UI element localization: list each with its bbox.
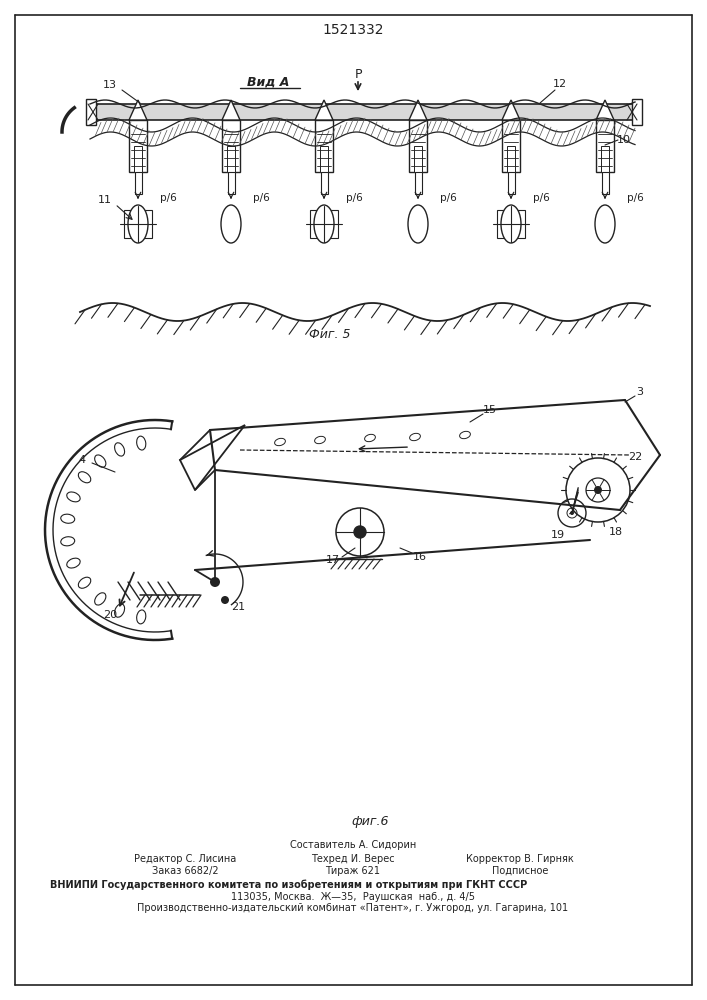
Bar <box>124 210 152 238</box>
Circle shape <box>570 511 574 515</box>
Polygon shape <box>222 100 240 120</box>
Ellipse shape <box>365 434 375 442</box>
Ellipse shape <box>221 205 241 243</box>
Bar <box>86 99 96 125</box>
Ellipse shape <box>95 455 106 467</box>
Text: 22: 22 <box>628 452 642 462</box>
Text: р/6: р/6 <box>160 193 177 203</box>
Text: 1521332: 1521332 <box>322 23 384 37</box>
Ellipse shape <box>115 443 124 456</box>
Polygon shape <box>502 100 520 120</box>
Text: Производственно-издательский комбинат «Патент», г. Ужгород, ул. Гагарина, 101: Производственно-издательский комбинат «П… <box>137 903 568 913</box>
Text: Заказ 6682/2: Заказ 6682/2 <box>152 866 218 876</box>
Polygon shape <box>596 100 614 120</box>
Text: Редактор С. Лисина: Редактор С. Лисина <box>134 854 236 864</box>
Bar <box>222 120 240 172</box>
Text: Техред И. Верес: Техред И. Верес <box>311 854 395 864</box>
Bar <box>409 120 427 172</box>
Ellipse shape <box>61 514 75 523</box>
Circle shape <box>221 596 229 604</box>
Ellipse shape <box>136 610 146 624</box>
Text: р/6: р/6 <box>627 193 644 203</box>
Bar <box>134 146 142 172</box>
Text: 20: 20 <box>103 610 117 620</box>
Ellipse shape <box>460 431 470 439</box>
Circle shape <box>594 486 602 494</box>
Ellipse shape <box>66 492 80 502</box>
Bar <box>227 146 235 172</box>
Ellipse shape <box>66 558 80 568</box>
Bar <box>134 172 141 194</box>
Text: 3: 3 <box>636 387 643 397</box>
Bar <box>414 172 421 194</box>
Bar <box>502 120 520 172</box>
Text: 15: 15 <box>483 405 497 415</box>
Ellipse shape <box>128 205 148 243</box>
Text: 19: 19 <box>551 530 565 540</box>
Text: р/6: р/6 <box>533 193 550 203</box>
Bar <box>90 104 635 120</box>
Bar <box>508 172 515 194</box>
Text: 13: 13 <box>103 80 117 90</box>
Text: 10: 10 <box>617 135 631 145</box>
Polygon shape <box>129 100 147 120</box>
Bar <box>596 120 614 172</box>
Polygon shape <box>409 100 427 120</box>
Ellipse shape <box>78 472 90 483</box>
Bar <box>320 172 327 194</box>
Text: Фиг. 5: Фиг. 5 <box>309 328 351 342</box>
Text: 17: 17 <box>326 555 340 565</box>
Ellipse shape <box>315 436 325 444</box>
Text: Составитель А. Сидорин: Составитель А. Сидорин <box>290 840 416 850</box>
Bar <box>315 120 333 172</box>
Ellipse shape <box>115 604 124 617</box>
Polygon shape <box>180 425 245 490</box>
Circle shape <box>354 526 366 538</box>
Text: 12: 12 <box>553 79 567 89</box>
Ellipse shape <box>314 205 334 243</box>
Text: Корректор В. Гирняк: Корректор В. Гирняк <box>466 854 574 864</box>
Text: Тираж 621: Тираж 621 <box>325 866 380 876</box>
Text: 16: 16 <box>413 552 427 562</box>
Polygon shape <box>315 100 333 120</box>
Bar <box>507 146 515 172</box>
Ellipse shape <box>408 205 428 243</box>
Bar <box>497 210 525 238</box>
Text: фиг.6: фиг.6 <box>351 816 389 828</box>
Bar <box>414 146 422 172</box>
Text: р/6: р/6 <box>346 193 363 203</box>
Text: ВНИИПИ Государственного комитета по изобретениям и открытиям при ГКНТ СССР: ВНИИПИ Государственного комитета по изоб… <box>50 880 527 890</box>
Text: Подписное: Подписное <box>492 866 548 876</box>
Text: 18: 18 <box>609 527 623 537</box>
Ellipse shape <box>61 537 75 546</box>
Bar <box>310 210 338 238</box>
Text: 21: 21 <box>231 602 245 612</box>
Text: 113035, Москва.  Ж—35,  Раушская  наб., д. 4/5: 113035, Москва. Ж—35, Раушская наб., д. … <box>231 892 475 902</box>
Text: р/6: р/6 <box>440 193 457 203</box>
Ellipse shape <box>95 593 106 605</box>
Text: P: P <box>354 68 362 82</box>
Bar <box>602 172 609 194</box>
Text: 11: 11 <box>98 195 112 205</box>
Ellipse shape <box>274 438 286 446</box>
Bar <box>601 146 609 172</box>
Text: р/6: р/6 <box>253 193 270 203</box>
Ellipse shape <box>409 433 421 441</box>
Ellipse shape <box>136 436 146 450</box>
Bar <box>632 99 642 125</box>
Bar <box>129 120 147 172</box>
Ellipse shape <box>78 577 90 588</box>
Text: Вид A: Вид A <box>247 76 289 89</box>
Bar <box>228 172 235 194</box>
Ellipse shape <box>501 205 521 243</box>
Text: 4: 4 <box>78 455 86 465</box>
Bar <box>320 146 328 172</box>
Circle shape <box>210 577 220 587</box>
Ellipse shape <box>595 205 615 243</box>
